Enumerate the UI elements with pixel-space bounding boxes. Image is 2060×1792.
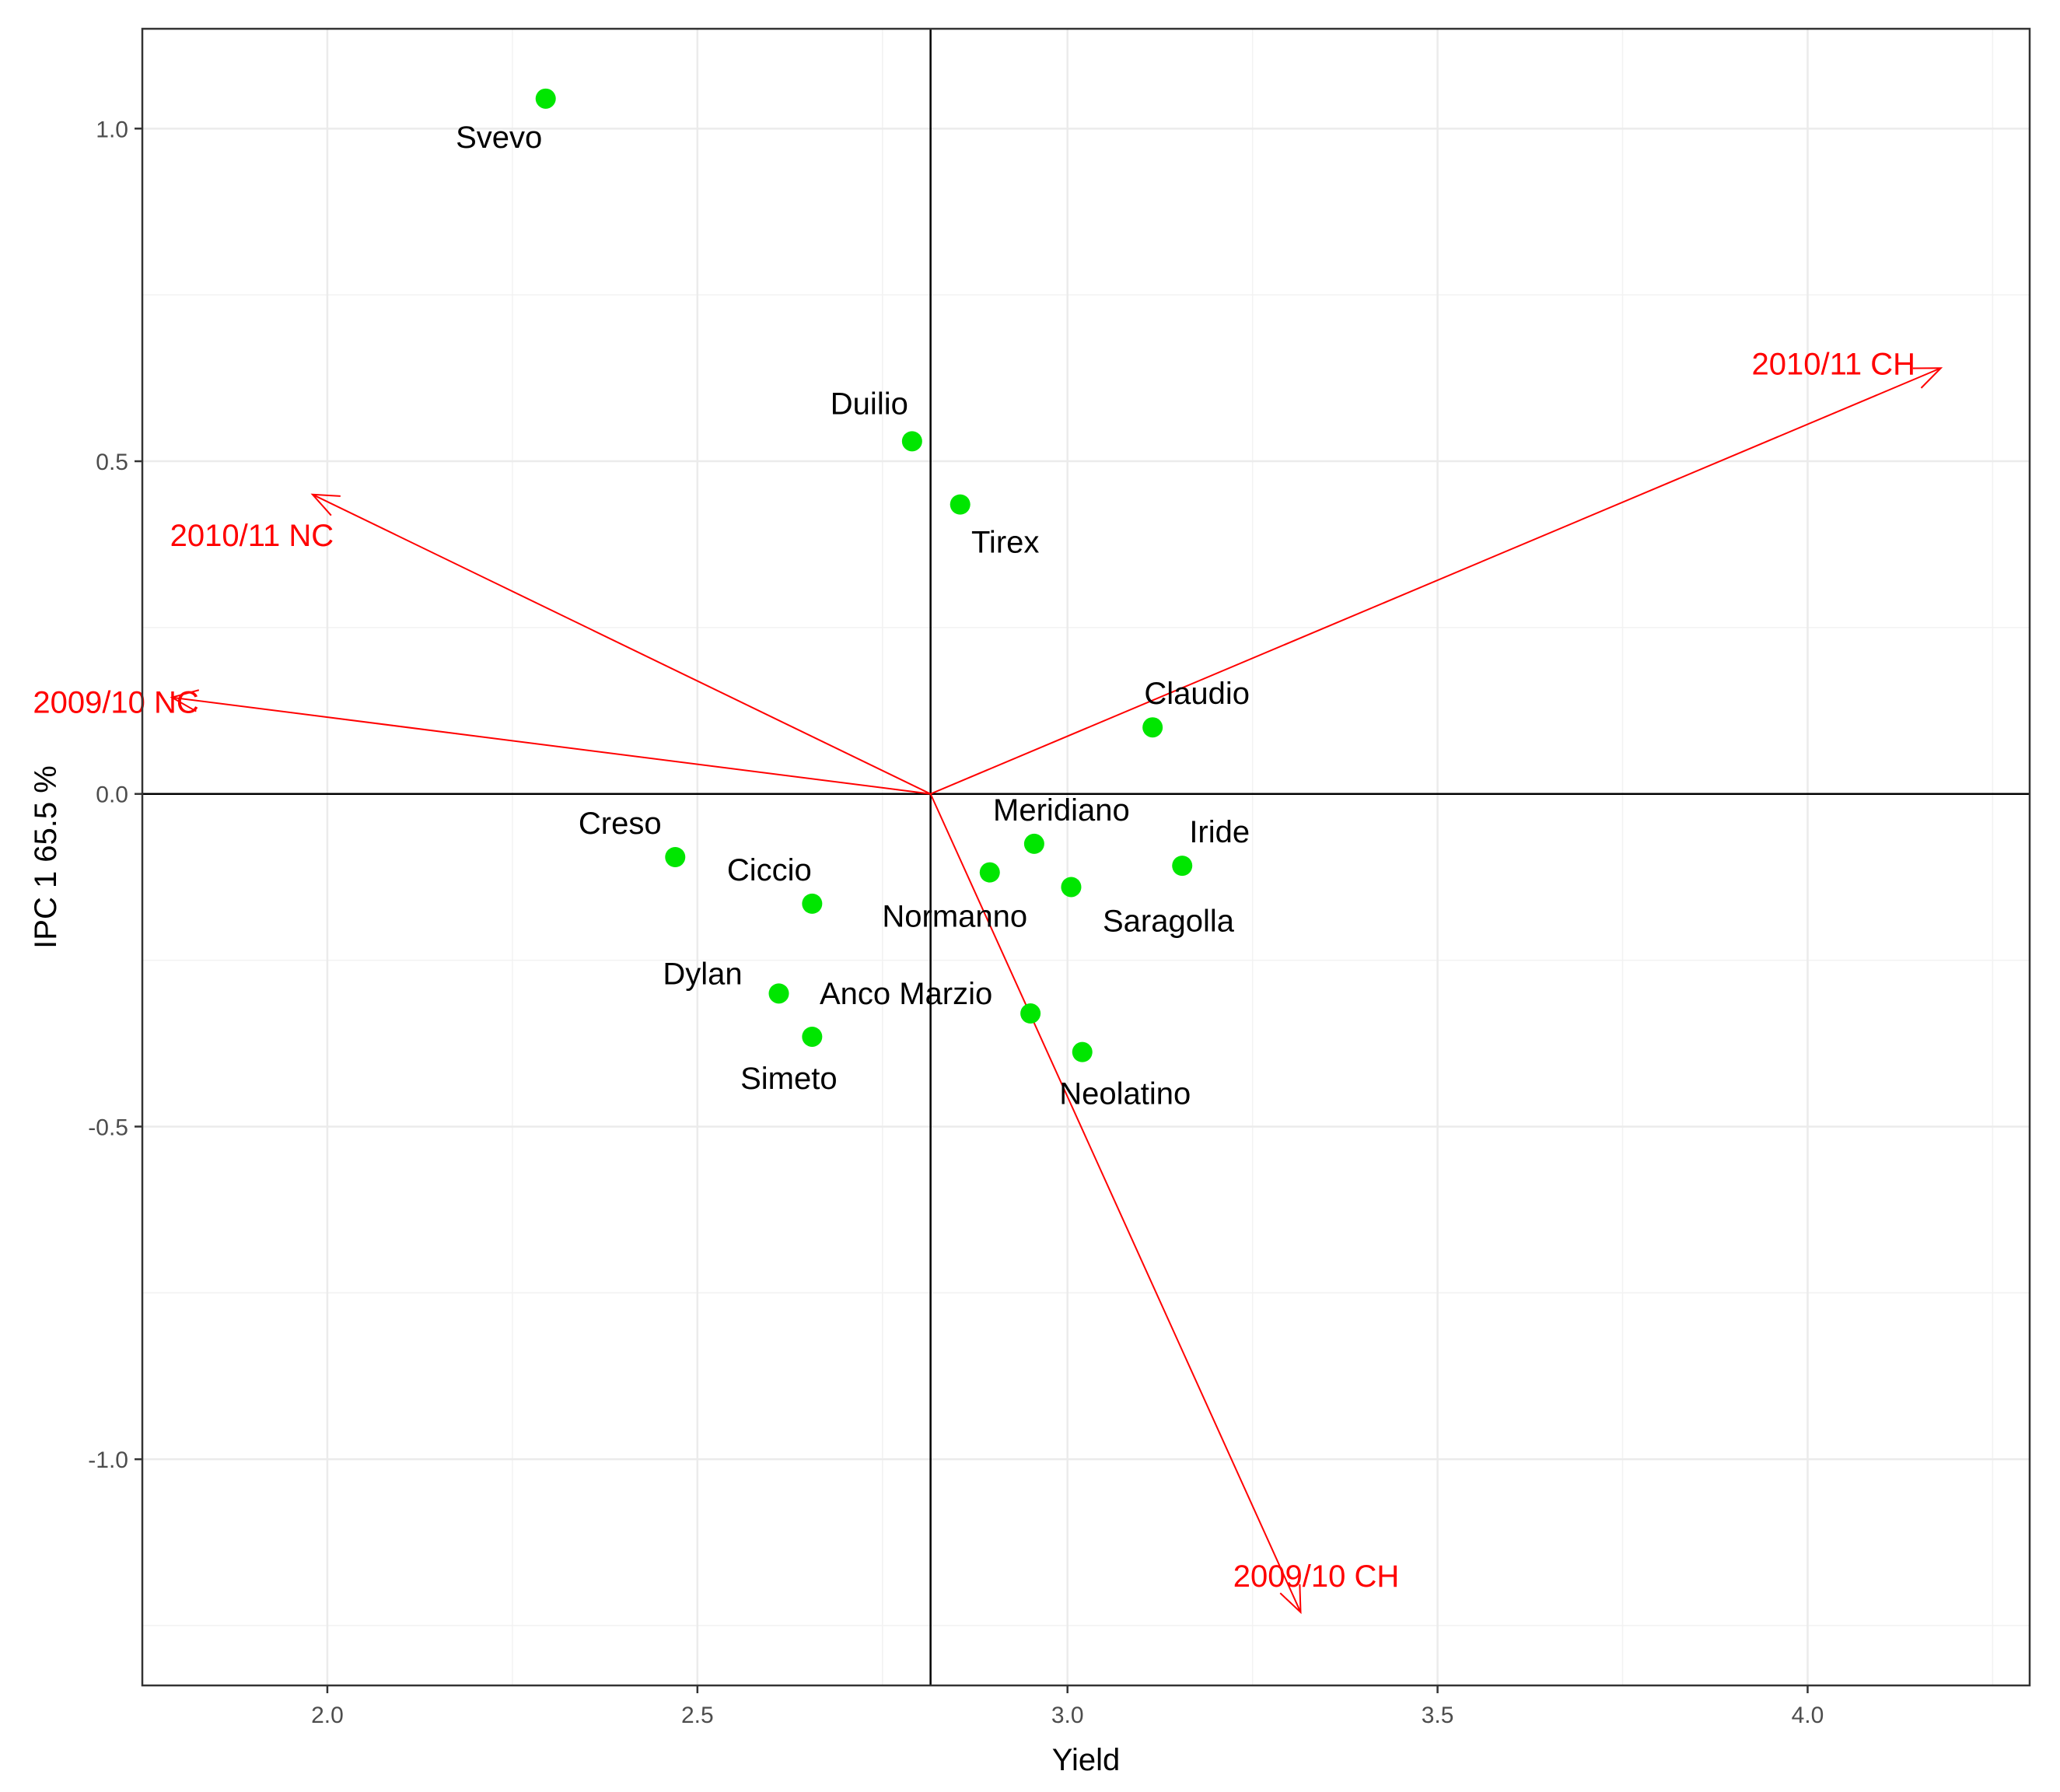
vector-line [929,793,1302,1613]
y-tick-label: -0.5 [88,1115,128,1140]
point-label: Ciccio [727,853,812,887]
vector-arrowhead [1279,1584,1302,1615]
data-point [979,862,1000,883]
vectors: 2010/11 CH 2010/11 NC 2009/10 NC 2009/10 CH [33,347,1943,1615]
point-label: Duilio [831,387,908,421]
x-axis-ticks: 2.0 2.5 3.0 3.5 4.0 [311,1685,1824,1728]
x-tick-label: 2.0 [311,1703,344,1728]
grid-minor [142,29,2030,1685]
points [535,88,1193,1062]
point-label: Meridiano [993,793,1130,828]
data-point [1061,877,1082,898]
x-tick-label: 3.5 [1422,1703,1454,1728]
data-point [665,847,686,867]
vector-arrowhead [310,493,341,516]
vector-line [312,493,932,795]
y-tick-label: 0.0 [96,782,128,808]
point-label: Normanno [882,900,1027,934]
y-axis-ticks: 1.0 0.5 0.0 -0.5 -1.0 [88,117,142,1473]
point-label: Claudio [1144,677,1250,711]
data-point [901,431,922,452]
point-label: Anco Marzio [820,977,992,1011]
vector-arrowhead [1912,367,1943,389]
point-label: Neolatino [1059,1077,1191,1111]
point-labels: Svevo Duilio Tirex Claudio Meridiano Iride Nor… [456,121,1250,1111]
vector-line [930,367,1942,795]
y-tick-label: 1.0 [96,117,128,142]
point-label: Svevo [456,121,542,155]
data-point [1172,856,1193,877]
point-label: Iride [1189,815,1250,849]
data-point [1020,1003,1041,1024]
vector-arrowhead [170,689,200,712]
point-label: Dylan [663,957,742,991]
point-label: Simeto [740,1062,838,1096]
data-point [1023,833,1044,854]
y-tick-label: 0.5 [96,450,128,475]
vector-label: 2009/10 NC [33,686,198,720]
point-label: Tirex [971,526,1039,560]
data-point [1142,717,1163,738]
vector-label: 2010/11 CH [1752,347,1916,381]
point-label: Creso [579,807,662,841]
x-tick-label: 3.0 [1051,1703,1084,1728]
vector-label: 2009/10 CH [1233,1559,1399,1594]
y-axis-title: IPC 1 65.5 % [29,765,63,949]
x-axis-title: Yield [1052,1743,1120,1777]
data-point [802,893,823,914]
vector-label: 2010/11 NC [170,519,334,553]
data-point [950,494,971,515]
x-tick-label: 2.5 [681,1703,714,1728]
point-label: Saragolla [1103,904,1235,938]
data-point [1072,1041,1093,1062]
panel-border [141,27,2031,1687]
data-point [802,1026,823,1047]
y-tick-label: -1.0 [88,1447,128,1473]
x-tick-label: 4.0 [1792,1703,1824,1728]
reference-lines [142,29,2030,1685]
data-point [768,983,789,1004]
vector-line [171,696,931,795]
data-point [535,88,556,109]
